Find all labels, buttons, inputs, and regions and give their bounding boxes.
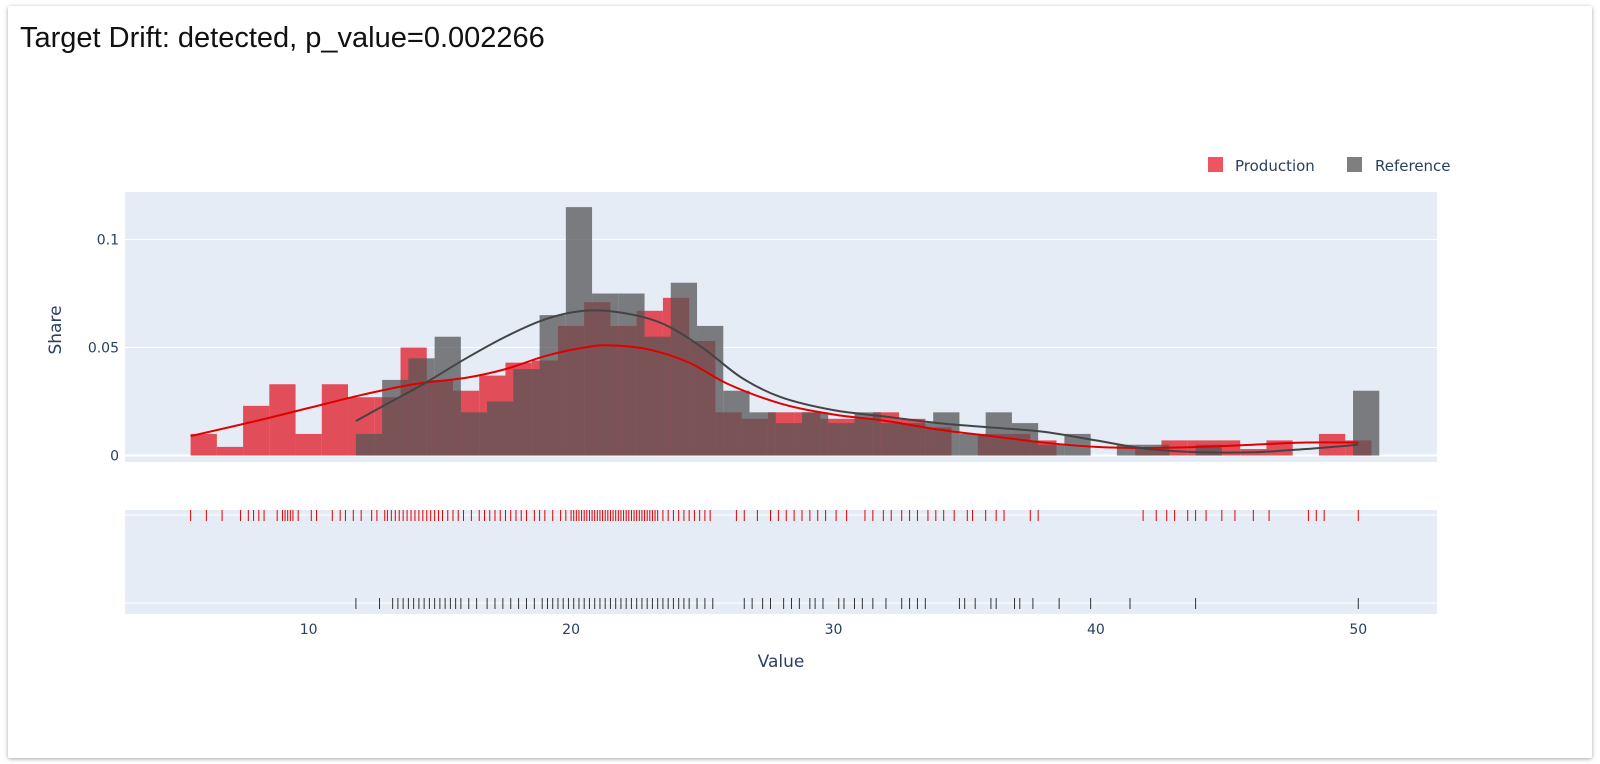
y-axis-label: Share [46, 305, 66, 354]
reference-bar[interactable] [355, 433, 383, 456]
chart-title: Target Drift: detected, p_value=0.002266 [20, 22, 545, 54]
x-tick-label: 40 [1087, 622, 1105, 638]
production-density-curve[interactable] [190, 344, 1359, 449]
rug-ticks [190, 510, 1359, 609]
production-bar[interactable] [295, 433, 322, 456]
reference-bar[interactable] [408, 358, 435, 456]
reference-bar[interactable] [592, 293, 619, 456]
legend-label-production[interactable]: Production [1235, 157, 1315, 175]
y-tick-label: 0.05 [88, 341, 119, 357]
production-bar[interactable] [190, 433, 217, 456]
production-bar[interactable] [321, 384, 349, 456]
density-curves [190, 309, 1359, 454]
rug-plot-area [125, 510, 1437, 614]
reference-bar[interactable] [487, 401, 514, 456]
reference-bar[interactable] [644, 336, 671, 456]
reference-bar[interactable] [775, 423, 802, 456]
reference-bar[interactable] [1116, 444, 1144, 456]
x-tick-label: 20 [562, 622, 580, 638]
y-tick-label: 0 [110, 449, 119, 465]
reference-bar[interactable] [697, 325, 724, 456]
legend-swatch-reference[interactable] [1347, 157, 1362, 172]
axis-ticks: 0 0.05 0.1 10 20 30 40 50 [88, 233, 1367, 638]
reference-bar[interactable] [382, 379, 409, 456]
legend-swatch-production[interactable] [1208, 157, 1223, 172]
legend: Production Reference [1208, 157, 1451, 175]
x-axis-label: Value [758, 652, 805, 672]
reference-bar[interactable] [513, 369, 540, 456]
production-bar[interactable] [216, 446, 244, 456]
reference-bar[interactable] [985, 412, 1012, 456]
reference-bar[interactable] [801, 412, 829, 456]
reference-bar[interactable] [933, 412, 960, 456]
production-bar[interactable] [243, 405, 270, 456]
x-tick-label: 10 [300, 622, 318, 638]
reference-bar[interactable] [565, 207, 593, 456]
reference-bar[interactable] [670, 282, 698, 456]
reference-bar[interactable] [880, 423, 907, 456]
reference-bar[interactable] [959, 433, 986, 456]
y-tick-label: 0.1 [97, 233, 119, 249]
legend-label-reference[interactable]: Reference [1375, 157, 1451, 175]
reference-bar[interactable] [618, 293, 645, 456]
reference-bar[interactable] [1038, 444, 1065, 456]
reference-bars [355, 207, 1380, 456]
reference-bar[interactable] [460, 412, 488, 456]
reference-density-curve[interactable] [355, 309, 1359, 454]
production-bar[interactable] [269, 384, 296, 456]
reference-bar[interactable] [723, 390, 750, 456]
reference-bar[interactable] [539, 315, 566, 456]
x-tick-label: 50 [1349, 622, 1367, 638]
reference-bar[interactable] [749, 412, 776, 456]
reference-bar[interactable] [434, 336, 461, 456]
production-bar[interactable] [1318, 433, 1346, 456]
reference-bar[interactable] [828, 423, 855, 456]
x-tick-label: 30 [825, 622, 843, 638]
reference-bar[interactable] [1195, 444, 1222, 456]
